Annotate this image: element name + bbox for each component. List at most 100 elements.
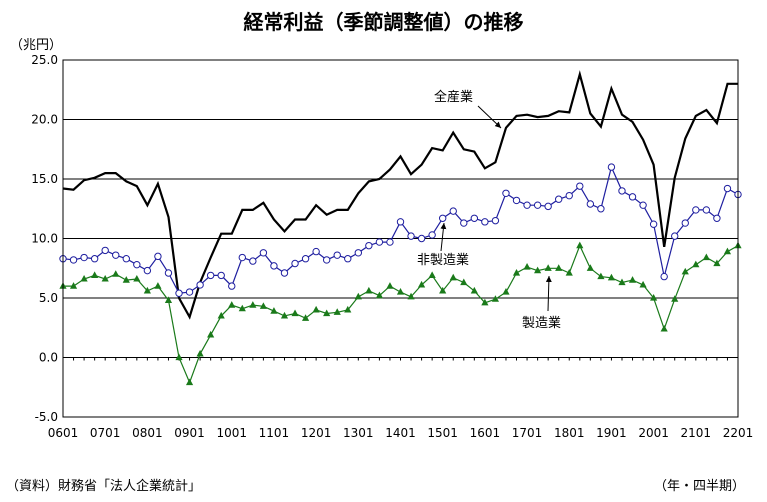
- data-point-circle: [512, 196, 521, 205]
- data-point-circle: [386, 238, 394, 246]
- data-point-triangle: [470, 286, 478, 294]
- data-point-triangle: [565, 269, 573, 276]
- data-point-triangle: [671, 295, 679, 302]
- data-point-triangle: [164, 296, 173, 303]
- x-tick-label: 1401: [385, 426, 416, 440]
- data-point-circle: [702, 206, 711, 214]
- data-point-circle: [69, 256, 78, 264]
- data-point-triangle: [723, 247, 732, 255]
- grid-lines: [62, 119, 739, 361]
- x-tick-label: 1201: [301, 426, 332, 440]
- y-tick-label: 15.0: [31, 172, 58, 186]
- y-tick-label: 20.0: [31, 113, 58, 127]
- series-line-2: [62, 165, 739, 294]
- data-point-triangle: [175, 353, 183, 361]
- data-point-circle: [133, 260, 141, 269]
- data-point-circle: [586, 200, 595, 208]
- x-tick-label: 2201: [723, 426, 754, 440]
- data-point-triangle: [259, 302, 267, 309]
- data-point-triangle: [249, 301, 257, 308]
- data-point-circle: [544, 202, 552, 211]
- data-point-circle: [428, 231, 436, 239]
- data-point-circle: [417, 234, 426, 243]
- data-point-triangle: [365, 286, 373, 294]
- y-tick-label: -5.0: [35, 410, 58, 424]
- x-tick-label: 1501: [427, 426, 458, 440]
- x-axis-ticks: 0601 0701 0801 0901 1001 1101 1201 1301 1401 1501…: [48, 426, 754, 440]
- data-point-triangle: [217, 311, 225, 319]
- data-point-circle: [713, 214, 721, 222]
- data-point-circle: [154, 252, 162, 261]
- data-point-triangle: [207, 330, 215, 338]
- data-point-circle: [681, 219, 689, 227]
- data-point-circle: [333, 251, 341, 259]
- data-point-triangle: [660, 324, 668, 332]
- data-point-triangle: [375, 291, 384, 299]
- data-point-triangle: [502, 288, 510, 295]
- data-point-triangle: [407, 292, 415, 300]
- data-point-circle: [291, 259, 299, 268]
- data-point-triangle: [576, 241, 584, 249]
- data-point-circle: [618, 187, 626, 195]
- data-point-circle: [607, 163, 616, 171]
- y-tick-label: 10.0: [31, 232, 58, 246]
- series-line-1: [62, 70, 738, 320]
- data-point-triangle: [101, 274, 109, 282]
- data-point-triangle: [301, 314, 310, 321]
- x-tick-label: 0901: [174, 426, 205, 440]
- y-tick-label: 25.0: [31, 53, 58, 67]
- data-point-circle: [396, 218, 405, 226]
- y-axis-unit-label: （兆円）: [10, 38, 63, 53]
- x-axis-period-label: （年・四半期）: [653, 479, 745, 494]
- x-tick-label: 1701: [512, 426, 543, 440]
- data-point-triangle: [534, 266, 542, 274]
- data-point-circle: [238, 253, 246, 262]
- x-tick-label: 0601: [48, 426, 79, 440]
- data-point-circle: [80, 253, 88, 262]
- data-point-triangle: [491, 295, 500, 302]
- y-tick-label: 5.0: [39, 291, 58, 305]
- plot-frame: [62, 59, 739, 418]
- x-tick-label: 1101: [259, 426, 290, 440]
- data-point-triangle: [122, 276, 130, 283]
- x-tick-label: 0801: [132, 426, 163, 440]
- data-point-triangle: [91, 271, 99, 278]
- data-point-circle: [723, 184, 732, 193]
- data-point-circle: [312, 247, 320, 256]
- data-point-circle: [270, 262, 278, 270]
- data-point-circle: [112, 251, 120, 259]
- data-point-circle: [671, 232, 679, 240]
- data-point-triangle: [333, 308, 341, 315]
- data-point-triangle: [681, 267, 689, 275]
- data-point-triangle: [270, 307, 278, 314]
- data-point-triangle: [555, 264, 563, 271]
- data-point-circle: [322, 256, 331, 264]
- data-point-circle: [481, 218, 489, 226]
- data-point-circle: [523, 201, 531, 209]
- data-point-triangle: [460, 278, 468, 286]
- data-point-triangle: [481, 298, 489, 306]
- data-point-circle: [90, 255, 99, 263]
- data-point-triangle: [628, 276, 637, 283]
- data-point-triangle: [512, 269, 521, 276]
- series-annotation: 非製造業: [417, 252, 469, 268]
- data-point-circle: [249, 257, 257, 265]
- x-tick-label: 1901: [596, 426, 627, 440]
- data-point-triangle: [586, 264, 594, 271]
- data-point-circle: [375, 238, 384, 246]
- data-point-circle: [164, 269, 173, 277]
- data-point-triangle: [238, 304, 246, 312]
- data-point-triangle: [702, 253, 710, 261]
- data-point-triangle: [196, 349, 204, 357]
- data-point-triangle: [354, 292, 362, 300]
- data-point-circle: [438, 214, 447, 222]
- data-point-circle: [101, 246, 109, 255]
- data-point-triangle: [291, 309, 299, 317]
- data-point-triangle: [396, 288, 405, 295]
- x-tick-label: 0701: [90, 426, 121, 440]
- x-tick-label: 1801: [554, 426, 585, 440]
- data-point-circle: [206, 271, 215, 280]
- series-annotation: 全産業: [434, 89, 473, 105]
